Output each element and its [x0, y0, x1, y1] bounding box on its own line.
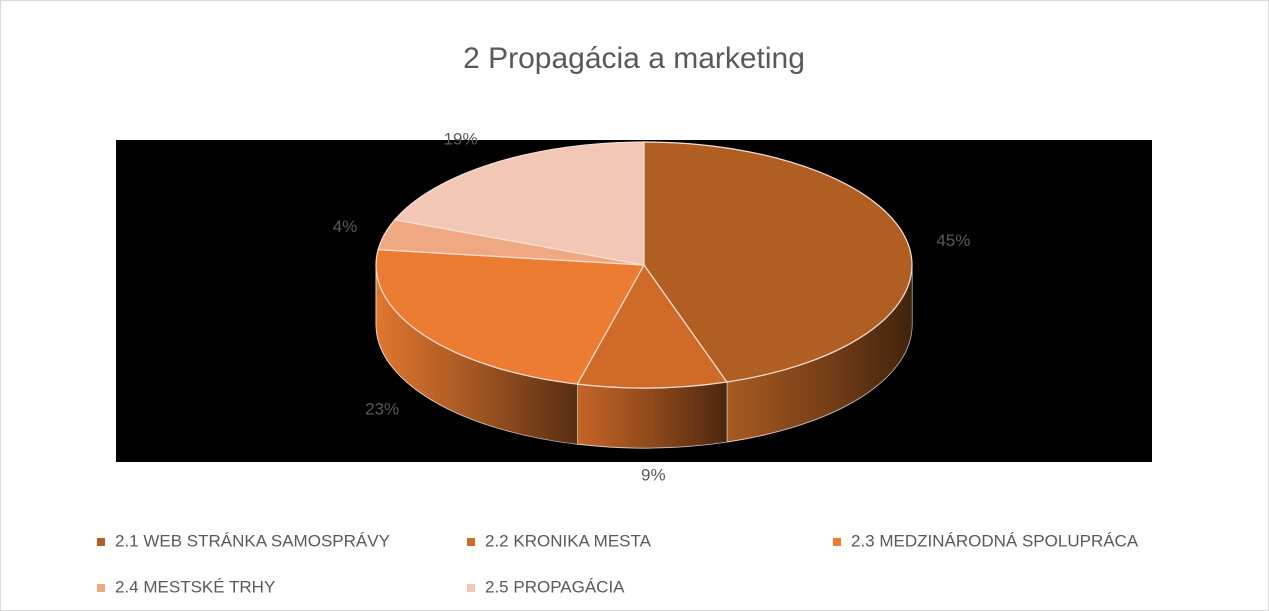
data-label: 19%: [444, 130, 478, 149]
legend-marker: [833, 538, 841, 546]
legend-marker: [97, 538, 105, 546]
legend-marker: [97, 584, 105, 592]
slice: [375, 248, 645, 385]
legend-label: 2.5 PROPAGÁCIA: [485, 577, 625, 596]
slice-side-shade: [376, 265, 578, 445]
legend-marker: [467, 538, 475, 546]
slice: [576, 263, 728, 389]
slice: [393, 141, 645, 266]
data-label: 4%: [333, 217, 358, 236]
legend-label: 2.1 WEB STRÁNKA SAMOSPRÁVY: [115, 531, 390, 550]
slice-side-shade: [577, 381, 727, 449]
legend-label: 2.3 MEDZINÁRODNÁ SPOLUPRÁCA: [851, 531, 1139, 550]
legend-marker: [467, 584, 475, 592]
legend-label: 2.2 KRONIKA MESTA: [485, 531, 652, 550]
slice-side-shade: [726, 265, 912, 442]
data-label: 45%: [936, 231, 970, 250]
data-label: 9%: [641, 465, 666, 484]
slice: [643, 141, 913, 383]
data-label: 23%: [365, 399, 399, 418]
chart-title: 2 Propagácia a marketing: [463, 42, 805, 75]
legend-label: 2.4 MESTSKÉ TRHY: [115, 577, 275, 596]
